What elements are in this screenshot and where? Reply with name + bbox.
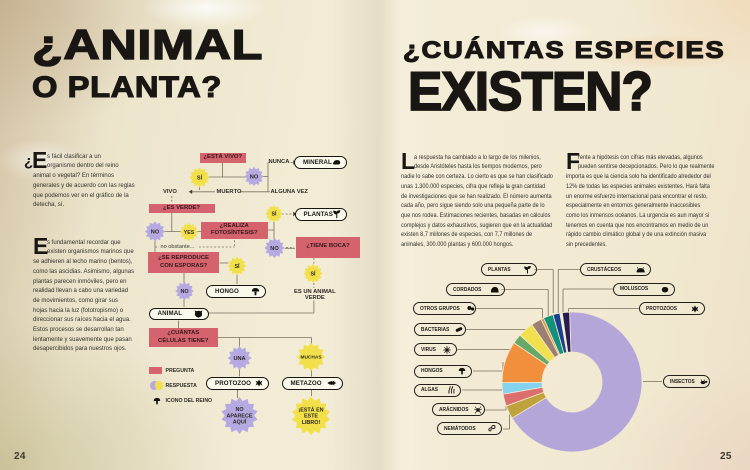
svg-text:UNA: UNA xyxy=(233,356,245,362)
svg-text:LIBRO!: LIBRO! xyxy=(302,420,321,426)
svg-text:¡ESTÁ EN: ¡ESTÁ EN xyxy=(298,406,323,413)
svg-text:SÍ: SÍ xyxy=(310,269,316,277)
svg-text:AQUÍ: AQUÍ xyxy=(233,418,247,426)
svg-text:SÍ: SÍ xyxy=(272,210,277,218)
svg-text:APARECE: APARECE xyxy=(227,413,253,419)
svg-text:NO: NO xyxy=(151,230,160,236)
svg-text:NO: NO xyxy=(180,289,188,295)
svg-text:YES: YES xyxy=(184,230,195,236)
svg-text:ESTE: ESTE xyxy=(304,414,318,420)
svg-text:SÍ: SÍ xyxy=(234,262,240,270)
svg-text:MUCHAS: MUCHAS xyxy=(300,355,322,361)
svg-text:NO: NO xyxy=(250,175,259,181)
svg-text:NO: NO xyxy=(235,407,243,413)
svg-text:SÍ: SÍ xyxy=(197,174,203,182)
svg-text:NO: NO xyxy=(270,246,279,252)
